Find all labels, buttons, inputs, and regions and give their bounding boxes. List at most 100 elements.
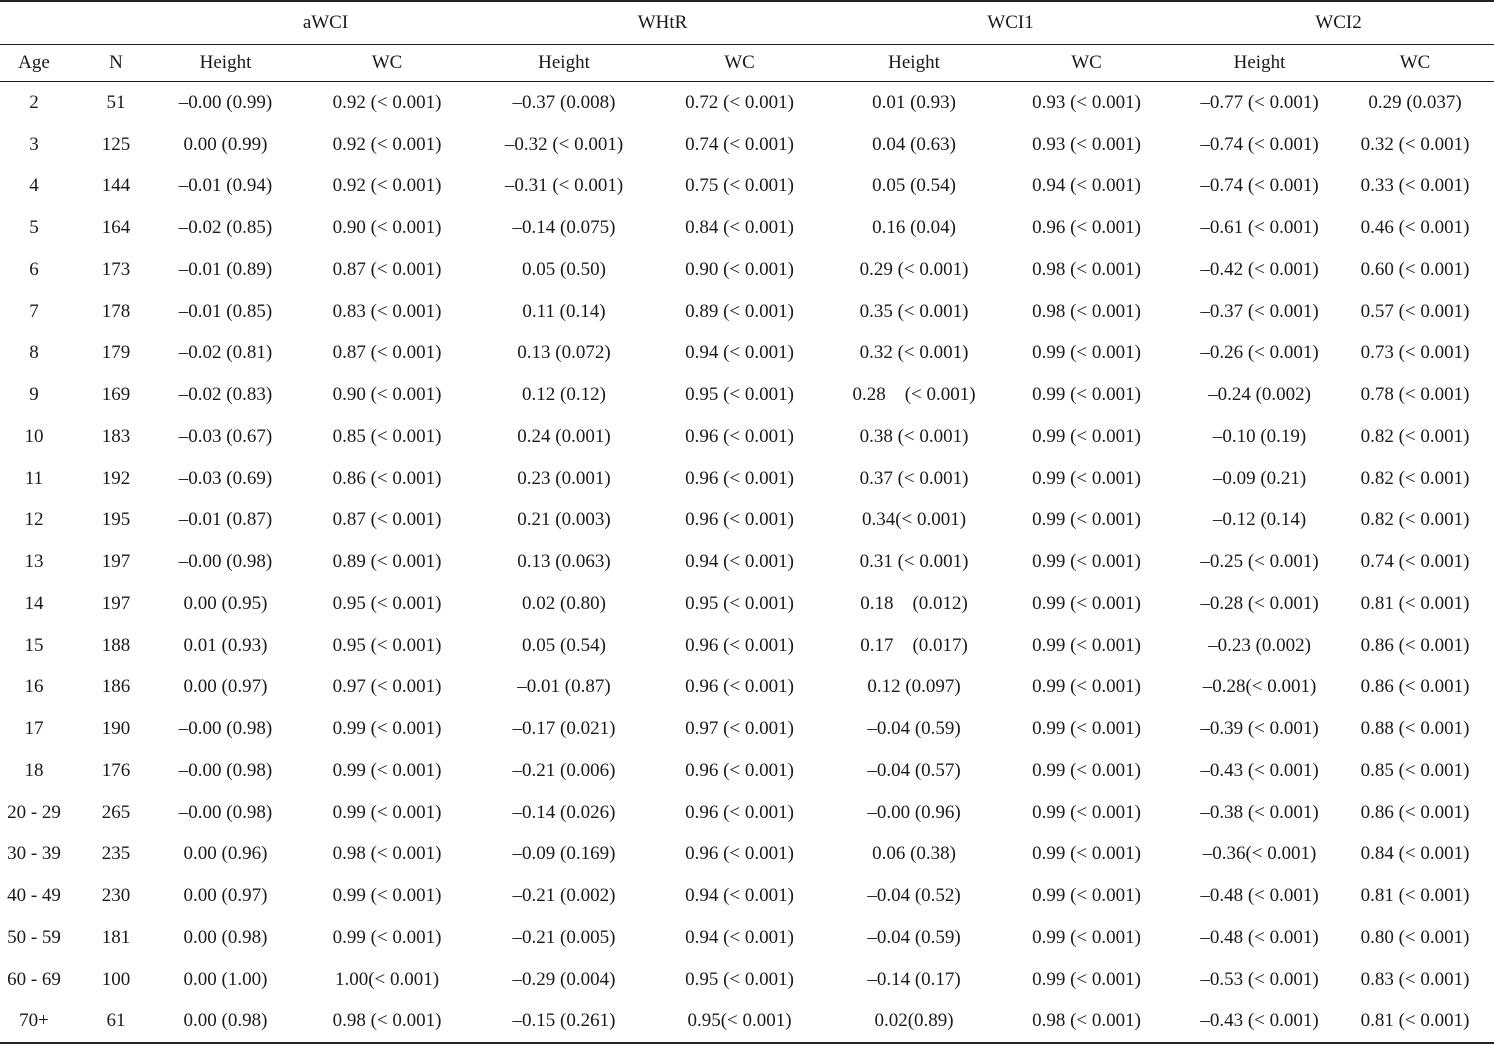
table-row: 3 125 0.00 (0.99) 0.92 (< 0.001) –0.32 (< 0.… <box>0 124 1494 166</box>
wci2-height-cell: –0.09 (0.21) <box>1212 467 1307 489</box>
wci1-wc-cell: 0.93 (< 0.001) <box>1032 133 1141 155</box>
n-cell: 100 <box>101 968 131 990</box>
awci-wc-cell: 0.90 (< 0.001) <box>332 217 442 239</box>
age-cell: 15 <box>24 634 44 656</box>
wci1-height-cell: –0.04 (0.52) <box>867 885 961 907</box>
awci-wc-cell: 0.87 (< 0.001) <box>332 258 442 280</box>
age-cell: 4 <box>29 175 39 197</box>
column-header-wci1-height: Height <box>838 44 991 82</box>
wci2-height-cell: –0.10 (0.19) <box>1212 425 1307 447</box>
wci1-wc-cell: 0.99 (< 0.001) <box>1032 676 1141 698</box>
age-cell: 13 <box>24 551 44 573</box>
group-header-whtr: WHtR <box>487 0 839 45</box>
awci-wc-cell: 0.99 (< 0.001) <box>332 718 442 740</box>
awci-wc-cell: 0.97 (< 0.001) <box>332 676 442 698</box>
whtr-wc-cell: 0.94 (< 0.001) <box>685 551 794 573</box>
wci1-wc-cell: 0.98 (< 0.001) <box>1032 300 1141 322</box>
awci-height-cell: 0.00 (0.98) <box>183 926 268 948</box>
awci-wc-cell: 0.89 (< 0.001) <box>332 551 442 573</box>
awci-height-cell: –0.03 (0.67) <box>178 425 273 447</box>
whtr-height-cell: 0.24 (0.001) <box>517 425 611 447</box>
wci2-height-cell: –0.36(< 0.001) <box>1202 843 1317 865</box>
awci-height-cell: –0.02 (0.85) <box>178 217 273 239</box>
awci-wc-cell: 0.98 (< 0.001) <box>332 843 442 865</box>
wci2-height-cell: –0.74 (< 0.001) <box>1200 133 1319 155</box>
group-header-wci1: WCI1 <box>838 0 1184 45</box>
whtr-height-cell: 0.02 (0.80) <box>522 592 606 614</box>
wci1-height-cell: 0.12 (0.097) <box>867 676 961 698</box>
n-cell: 179 <box>101 342 131 364</box>
table-row: 11 192 –0.03 (0.69) 0.86 (< 0.001) 0.23 (0.0… <box>0 458 1494 500</box>
wci2-wc-cell: 0.88 (< 0.001) <box>1360 718 1470 740</box>
awci-height-cell: –0.00 (0.98) <box>178 801 273 823</box>
wci1-wc-cell: 0.96 (< 0.001) <box>1032 217 1141 239</box>
wci2-wc-cell: 0.84 (< 0.001) <box>1360 843 1470 865</box>
wci2-height-cell: –0.28(< 0.001) <box>1202 676 1317 698</box>
wci2-wc-cell: 0.81 (< 0.001) <box>1336 1000 1494 1044</box>
awci-height-cell: –0.00 (0.98) <box>178 718 273 740</box>
whtr-wc-cell: 0.95 (< 0.001) <box>685 384 794 406</box>
wci2-height-cell: –0.43 (< 0.001) <box>1183 1000 1337 1044</box>
wci1-height-cell: 0.37 (< 0.001) <box>859 467 969 489</box>
whtr-wc-cell: 0.96 (< 0.001) <box>685 676 794 698</box>
n-cell: 176 <box>101 759 131 781</box>
whtr-height-cell: –0.14 (0.075) <box>512 217 616 239</box>
table-body: 2 51 –0.00 (0.99) 0.92 (< 0.001) –0.37 (0.00… <box>0 82 1494 1044</box>
age-cell: 14 <box>24 592 44 614</box>
awci-height-cell: –0.01 (0.89) <box>178 258 273 280</box>
wci2-height-cell: –0.23 (0.002) <box>1208 634 1311 656</box>
table-row: 60 - 69 100 0.00 (1.00) 1.00(< 0.001) –0.29 … <box>0 959 1494 1001</box>
awci-height-cell: –0.00 (0.98) <box>178 759 273 781</box>
whtr-height-cell: –0.31 (< 0.001) <box>504 175 624 197</box>
wci2-height-cell: –0.25 (< 0.001) <box>1200 551 1319 573</box>
wci1-height-cell: –0.04 (0.59) <box>867 926 961 948</box>
wci1-wc-cell: 0.93 (< 0.001) <box>1032 91 1141 113</box>
wci2-height-cell: –0.39 (< 0.001) <box>1200 718 1319 740</box>
table-row: 7 178 –0.01 (0.85) 0.83 (< 0.001) 0.11 (0.14… <box>0 291 1494 333</box>
whtr-height-cell: 0.12 (0.12) <box>522 384 606 406</box>
whtr-wc-cell: 0.96 (< 0.001) <box>685 467 794 489</box>
column-header-whtr-wc: WC <box>641 44 839 82</box>
wci1-height-cell: 0.04 (0.63) <box>872 133 956 155</box>
age-cell: 2 <box>29 91 39 113</box>
whtr-wc-cell: 0.96 (< 0.001) <box>685 425 794 447</box>
n-cell: 188 <box>101 634 131 656</box>
wci2-wc-cell: 0.78 (< 0.001) <box>1360 384 1470 406</box>
wci2-height-cell: –0.53 (< 0.001) <box>1200 968 1319 990</box>
wci1-height-cell: 0.16 (0.04) <box>872 217 956 239</box>
column-header-row: Age N Height WC Height WC Height WC Heig… <box>0 44 1494 82</box>
wci2-height-cell: –0.74 (< 0.001) <box>1200 175 1319 197</box>
wci1-wc-cell: 0.99 (< 0.001) <box>1032 551 1141 573</box>
awci-wc-cell: 0.85 (< 0.001) <box>332 425 442 447</box>
column-header-awci-height: Height <box>164 44 287 82</box>
wci1-wc-cell: 0.94 (< 0.001) <box>1032 175 1141 197</box>
table-row: 70+ 61 0.00 (0.98) 0.98 (< 0.001) –0.15 (0.2… <box>0 1000 1494 1044</box>
n-cell: 230 <box>101 885 131 907</box>
awci-wc-cell: 0.92 (< 0.001) <box>332 91 442 113</box>
wci2-wc-cell: 0.73 (< 0.001) <box>1360 342 1470 364</box>
wci2-wc-cell: 0.85 (< 0.001) <box>1360 759 1470 781</box>
whtr-height-cell: 0.05 (0.50) <box>522 258 606 280</box>
awci-wc-cell: 1.00(< 0.001) <box>334 968 440 990</box>
wci1-wc-cell: 0.99 (< 0.001) <box>1032 968 1141 990</box>
table-row: 9 169 –0.02 (0.83) 0.90 (< 0.001) 0.12 (0.12… <box>0 374 1494 416</box>
group-header-blank <box>0 0 164 45</box>
awci-wc-cell: 0.99 (< 0.001) <box>332 885 442 907</box>
wci1-height-cell: –0.00 (0.96) <box>867 801 961 823</box>
wci1-wc-cell: 0.99 (< 0.001) <box>1032 634 1141 656</box>
wci1-height-cell: 0.29 (< 0.001) <box>859 258 969 280</box>
wci2-height-cell: –0.28 (< 0.001) <box>1200 592 1319 614</box>
wci2-wc-cell: 0.60 (< 0.001) <box>1360 258 1470 280</box>
whtr-height-cell: –0.15 (0.261) <box>487 1000 641 1044</box>
group-header-row: aWCI WHtR WCI1 WCI2 <box>0 0 1494 45</box>
group-header-awci: aWCI <box>164 0 487 45</box>
whtr-wc-cell: 0.90 (< 0.001) <box>685 258 794 280</box>
awci-height-cell: –0.01 (0.87) <box>178 509 273 531</box>
table-row: 4 144 –0.01 (0.94) 0.92 (< 0.001) –0.31 (< 0… <box>0 166 1494 208</box>
column-header-age: Age <box>0 44 68 82</box>
wci1-wc-cell: 0.99 (< 0.001) <box>1032 885 1141 907</box>
column-header-wci2-wc: WC <box>1336 44 1494 82</box>
awci-wc-cell: 0.90 (< 0.001) <box>332 384 442 406</box>
n-cell: 183 <box>101 425 131 447</box>
